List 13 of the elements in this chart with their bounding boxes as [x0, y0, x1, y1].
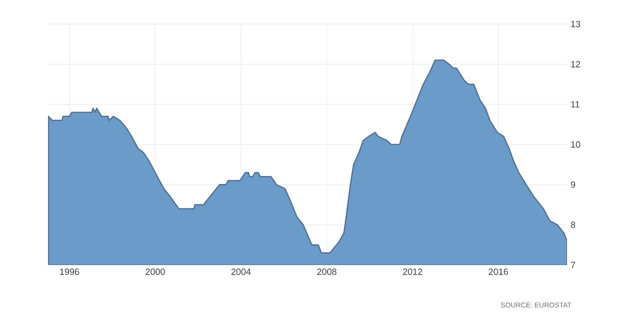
y-tick-label: 7 [570, 262, 576, 268]
x-tick-label: 2008 [317, 268, 336, 275]
y-tick-label: 8 [570, 222, 576, 228]
y-tick-label: 13 [571, 20, 580, 28]
x-tick-label: 1996 [60, 268, 80, 275]
y-tick-label: 10 [571, 141, 580, 148]
x-tick-label: 2004 [231, 268, 251, 275]
y-tick-label: 9 [570, 181, 576, 188]
y-tick-label: 12 [571, 61, 580, 68]
x-tick-label: 2012 [403, 268, 422, 275]
y-tick-label: 11 [571, 101, 580, 108]
x-tick-label: 2016 [488, 268, 508, 275]
x-tick-label: 2000 [146, 268, 165, 275]
